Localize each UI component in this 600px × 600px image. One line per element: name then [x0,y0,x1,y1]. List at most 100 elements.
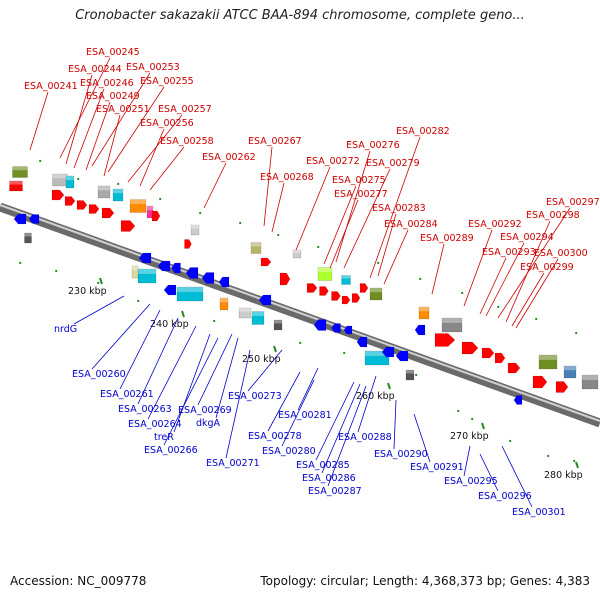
cds-arrow[interactable] [28,214,40,224]
gene-label-plus[interactable]: ESA_00275 [332,175,386,186]
cds-arrow[interactable] [341,295,351,305]
gene-label-plus[interactable]: ESA_00255 [140,76,194,87]
gene-label-minus[interactable]: ESA_00260 [72,369,126,380]
gene-block[interactable] [238,307,252,319]
gene-label-plus[interactable]: ESA_00245 [86,47,140,58]
cds-arrow[interactable] [532,375,548,389]
gene-label-plus[interactable]: ESA_00276 [346,140,400,151]
cds-arrow[interactable] [356,336,368,348]
gene-label-minus[interactable]: ESA_00287 [308,486,362,497]
cds-arrow[interactable] [88,204,100,214]
gene-label-minus[interactable]: ESA_00280 [262,446,316,457]
cds-arrow[interactable] [157,260,171,272]
gene-block[interactable] [190,224,200,236]
gene-label-plus[interactable]: ESA_00289 [420,233,474,244]
cds-arrow[interactable] [494,352,506,364]
gene-label-plus[interactable]: ESA_00251 [96,104,150,115]
gene-block[interactable] [219,297,229,311]
gene-block[interactable] [131,265,139,279]
gene-label-minus[interactable]: ESA_00273 [228,391,282,402]
gene-label-plus[interactable]: ESA_00293 [482,247,536,258]
gene-label-minus[interactable]: ESA_00278 [248,431,302,442]
cds-arrow[interactable] [306,283,318,293]
gene-label-minus[interactable]: ESA_00266 [144,445,198,456]
cds-arrow[interactable] [76,200,88,210]
cds-arrow[interactable] [395,350,409,362]
cds-arrow[interactable] [359,283,369,293]
gene-block[interactable] [250,242,262,254]
cds-arrow[interactable] [260,257,272,267]
cds-arrow[interactable] [163,284,177,296]
gene-label-plus[interactable]: ESA_00262 [202,152,256,163]
gene-block[interactable] [12,166,28,178]
gene-block[interactable] [273,319,283,331]
gene-label-plus[interactable]: ESA_00268 [260,172,314,183]
gene-block[interactable] [112,188,124,202]
gene-label-plus[interactable]: ESA_00256 [140,118,194,129]
cds-arrow[interactable] [218,276,230,288]
gene-label-minus[interactable]: ESA_00295 [444,476,498,487]
gene-label-plus[interactable]: ESA_00249 [86,91,140,102]
gene-block[interactable] [137,268,157,284]
gene-label-plus[interactable]: ESA_00284 [384,219,438,230]
gene-block[interactable] [418,306,430,320]
gene-label-minus[interactable]: ESA_00288 [338,432,392,443]
gene-label-minus[interactable]: ESA_00271 [206,458,260,469]
gene-block[interactable] [129,199,147,213]
gene-label-plus[interactable]: ESA_00277 [334,189,388,200]
gene-label-minus[interactable]: ESA_00301 [512,507,566,518]
gene-label-minus[interactable]: ESA_00285 [296,460,350,471]
gene-label-minus[interactable]: ESA_00261 [100,389,154,400]
gene-label-minus[interactable]: ESA_00269 [178,405,232,416]
cds-arrow[interactable] [13,213,27,225]
cds-arrow[interactable] [351,293,361,303]
gene-label-plus[interactable]: ESA_00257 [158,104,212,115]
gene-block[interactable] [251,311,265,325]
cds-arrow[interactable] [201,272,215,284]
cds-arrow[interactable] [461,341,479,355]
gene-label-minus[interactable]: ESA_00290 [374,449,428,460]
gene-block[interactable] [52,173,68,187]
gene-label-plus[interactable]: ESA_00253 [126,62,180,73]
gene-label-plus[interactable]: ESA_00279 [366,158,420,169]
gene-block[interactable] [441,317,463,333]
cds-arrow[interactable] [138,252,152,264]
cds-arrow[interactable] [51,189,65,201]
gene-label-minus[interactable]: ESA_00291 [410,462,464,473]
cds-arrow[interactable] [381,346,395,358]
gene-label-plus[interactable]: ESA_00283 [372,203,426,214]
gene-label-plus[interactable]: ESA_00244 [68,64,122,75]
cds-arrow[interactable] [258,294,272,306]
cds-arrow[interactable] [184,239,192,249]
gene-label-plus[interactable]: ESA_00241 [24,81,78,92]
gene-block[interactable] [97,185,111,199]
gene-label-minus[interactable]: ESA_00281 [278,410,332,421]
gene-label-minus[interactable]: treR [154,432,174,443]
gene-block[interactable] [369,287,383,301]
cds-arrow[interactable] [331,291,341,301]
gene-label-plus[interactable]: ESA_00300 [534,248,588,259]
gene-block[interactable] [364,350,390,366]
gene-block[interactable] [65,175,75,189]
cds-arrow[interactable] [151,210,161,222]
gene-label-minus[interactable]: ESA_00296 [478,491,532,502]
gene-label-plus[interactable]: ESA_00297 [546,197,600,208]
cds-arrow[interactable] [319,286,329,296]
gene-label-plus[interactable]: ESA_00246 [80,78,134,89]
cds-arrow[interactable] [313,319,327,331]
cds-arrow[interactable] [185,267,199,279]
cds-arrow[interactable] [101,207,115,219]
gene-label-plus[interactable]: ESA_00299 [520,262,574,273]
gene-block[interactable] [9,180,23,192]
cds-arrow[interactable] [555,381,569,393]
gene-block[interactable] [176,286,204,302]
cds-arrow[interactable] [343,325,353,335]
cds-arrow[interactable] [120,220,136,232]
cds-arrow[interactable] [64,196,76,206]
gene-block[interactable] [292,249,302,259]
cds-arrow[interactable] [434,333,456,347]
cds-arrow[interactable] [513,395,523,405]
gene-label-minus[interactable]: ESA_00263 [118,404,172,415]
